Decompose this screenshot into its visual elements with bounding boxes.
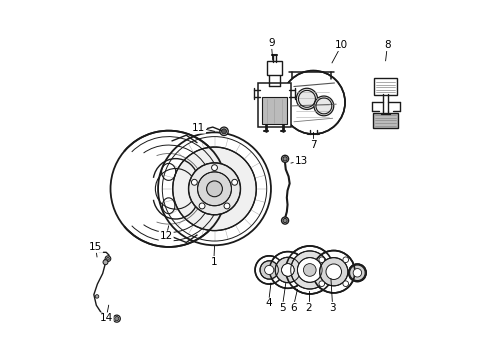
Circle shape — [313, 96, 333, 116]
Circle shape — [319, 258, 347, 286]
Text: 7: 7 — [309, 140, 316, 150]
Circle shape — [297, 258, 322, 282]
Circle shape — [199, 203, 204, 209]
Text: 6: 6 — [289, 303, 296, 313]
Text: 8: 8 — [383, 40, 390, 50]
Circle shape — [113, 315, 120, 322]
Circle shape — [281, 71, 345, 134]
Circle shape — [105, 256, 111, 261]
FancyBboxPatch shape — [372, 113, 397, 128]
Circle shape — [255, 256, 283, 284]
Text: 13: 13 — [294, 156, 307, 166]
Circle shape — [275, 257, 300, 283]
Circle shape — [106, 257, 109, 260]
Circle shape — [231, 179, 237, 185]
Circle shape — [224, 203, 229, 209]
Circle shape — [172, 147, 256, 231]
Circle shape — [219, 127, 228, 136]
Circle shape — [281, 217, 288, 224]
Circle shape — [114, 316, 119, 321]
Circle shape — [318, 281, 324, 287]
FancyBboxPatch shape — [258, 83, 290, 127]
Circle shape — [95, 294, 99, 298]
Circle shape — [342, 257, 348, 262]
Circle shape — [260, 261, 278, 279]
Circle shape — [211, 165, 217, 171]
Text: 1: 1 — [210, 257, 217, 267]
Circle shape — [188, 163, 240, 215]
Circle shape — [110, 131, 226, 247]
Text: 11: 11 — [192, 123, 205, 133]
Text: 14: 14 — [100, 313, 113, 323]
Text: 12: 12 — [159, 231, 172, 242]
Circle shape — [191, 179, 197, 185]
Text: 2: 2 — [305, 303, 312, 313]
Circle shape — [269, 252, 305, 288]
Circle shape — [221, 129, 226, 134]
Circle shape — [352, 269, 361, 277]
Circle shape — [158, 132, 270, 245]
Circle shape — [283, 219, 286, 223]
Circle shape — [264, 265, 273, 275]
Circle shape — [283, 157, 286, 161]
Text: 4: 4 — [264, 298, 271, 309]
Circle shape — [285, 246, 333, 294]
Circle shape — [318, 257, 324, 262]
Circle shape — [206, 181, 222, 197]
Circle shape — [325, 264, 341, 279]
Circle shape — [281, 264, 294, 276]
FancyBboxPatch shape — [266, 61, 282, 75]
Circle shape — [303, 264, 315, 276]
Circle shape — [312, 251, 354, 293]
Text: 9: 9 — [267, 38, 274, 48]
Circle shape — [281, 155, 288, 162]
FancyBboxPatch shape — [261, 98, 286, 124]
Circle shape — [290, 251, 328, 289]
Text: 3: 3 — [329, 303, 335, 313]
Text: 15: 15 — [89, 242, 102, 252]
Text: 5: 5 — [278, 303, 285, 313]
FancyBboxPatch shape — [373, 78, 396, 95]
Circle shape — [103, 260, 108, 265]
Circle shape — [296, 88, 317, 109]
Text: 10: 10 — [334, 40, 347, 50]
Circle shape — [348, 264, 366, 282]
Circle shape — [197, 172, 231, 206]
Circle shape — [342, 281, 348, 287]
